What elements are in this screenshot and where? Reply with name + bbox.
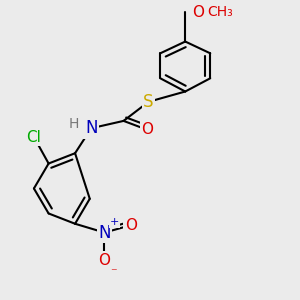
Text: N: N	[98, 224, 111, 242]
Text: CH₃: CH₃	[207, 5, 233, 19]
Text: O: O	[125, 218, 137, 233]
Text: S: S	[143, 93, 154, 111]
Text: O: O	[141, 122, 153, 137]
Text: O: O	[192, 5, 204, 20]
Text: N: N	[85, 119, 98, 137]
Text: +: +	[110, 217, 119, 227]
Text: O: O	[98, 253, 110, 268]
Text: H: H	[69, 117, 80, 131]
Text: Cl: Cl	[26, 130, 41, 145]
Text: ⁻: ⁻	[110, 266, 116, 279]
